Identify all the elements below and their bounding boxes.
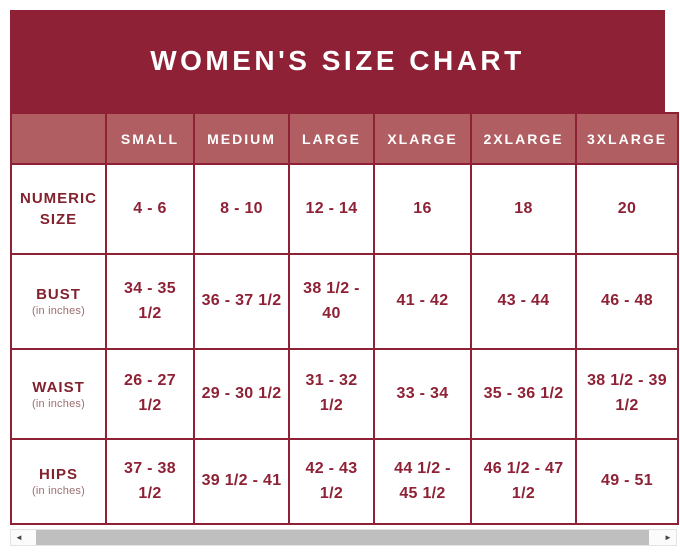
- table-row-waist: WAIST (in inches) 26 - 27 1/2 29 - 30 1/…: [10, 348, 679, 440]
- cell-hips-xlarge: 44 1/2 - 45 1/2: [373, 438, 472, 525]
- cell-numeric-xlarge: 16: [373, 163, 472, 255]
- scroll-left-button[interactable]: ◄: [11, 530, 27, 545]
- cell-waist-large: 31 - 32 1/2: [288, 348, 375, 440]
- cell-waist-xlarge: 33 - 34: [373, 348, 472, 440]
- cell-waist-3xlarge: 38 1/2 - 39 1/2: [575, 348, 679, 440]
- cell-waist-small: 26 - 27 1/2: [105, 348, 195, 440]
- cell-numeric-small: 4 - 6: [105, 163, 195, 255]
- row-header-hips: HIPS (in inches): [10, 438, 107, 525]
- row-header-waist: WAIST (in inches): [10, 348, 107, 440]
- title-band: WOMEN'S SIZE CHART: [10, 10, 665, 112]
- cell-bust-xlarge: 41 - 42: [373, 253, 472, 350]
- table-row-bust: BUST (in inches) 34 - 35 1/2 36 - 37 1/2…: [10, 253, 679, 350]
- column-header-2xlarge: 2XLARGE: [470, 112, 577, 165]
- row-header-numeric-size: NUMERIC SIZE: [10, 163, 107, 255]
- row-label: BUST: [36, 286, 81, 304]
- row-label: WAIST: [32, 378, 85, 396]
- row-sublabel: (in inches): [32, 305, 85, 318]
- cell-waist-medium: 29 - 30 1/2: [193, 348, 290, 440]
- row-label: NUMERIC SIZE: [20, 190, 97, 228]
- cell-waist-2xlarge: 35 - 36 1/2: [470, 348, 577, 440]
- scroll-right-icon: ►: [664, 532, 672, 542]
- cell-bust-small: 34 - 35 1/2: [105, 253, 195, 350]
- column-header-row: SMALL MEDIUM LARGE XLARGE 2XLARGE 3XLARG…: [10, 112, 679, 165]
- scroll-right-button[interactable]: ►: [660, 530, 676, 545]
- size-chart-panel: WOMEN'S SIZE CHART SMALL MEDIUM LARGE XL…: [10, 10, 679, 546]
- cell-numeric-3xlarge: 20: [575, 163, 679, 255]
- row-sublabel: (in inches): [32, 397, 85, 410]
- table-row-numeric-size: NUMERIC SIZE 4 - 6 8 - 10 12 - 14 16 18 …: [10, 163, 679, 255]
- cell-hips-2xlarge: 46 1/2 - 47 1/2: [470, 438, 577, 525]
- size-table: SMALL MEDIUM LARGE XLARGE 2XLARGE 3XLARG…: [10, 112, 679, 525]
- cell-bust-2xlarge: 43 - 44: [470, 253, 577, 350]
- cell-hips-medium: 39 1/2 - 41: [193, 438, 290, 525]
- scroll-left-icon: ◄: [15, 532, 23, 542]
- cell-numeric-2xlarge: 18: [470, 163, 577, 255]
- cell-hips-3xlarge: 49 - 51: [575, 438, 679, 525]
- cell-hips-large: 42 - 43 1/2: [288, 438, 375, 525]
- page-title: WOMEN'S SIZE CHART: [150, 45, 525, 76]
- column-header-medium: MEDIUM: [193, 112, 290, 165]
- scrollbar-thumb[interactable]: [36, 530, 649, 545]
- column-header-small: SMALL: [105, 112, 195, 165]
- cell-numeric-medium: 8 - 10: [193, 163, 290, 255]
- corner-cell: [10, 112, 107, 165]
- cell-numeric-large: 12 - 14: [288, 163, 375, 255]
- cell-bust-large: 38 1/2 - 40: [288, 253, 375, 350]
- table-row-hips: HIPS (in inches) 37 - 38 1/2 39 1/2 - 41…: [10, 438, 679, 525]
- row-label: HIPS: [38, 466, 78, 484]
- column-header-3xlarge: 3XLARGE: [575, 112, 679, 165]
- row-sublabel: (in inches): [32, 485, 85, 498]
- column-header-large: LARGE: [288, 112, 375, 165]
- horizontal-scrollbar[interactable]: ◄ ►: [10, 529, 677, 546]
- cell-bust-3xlarge: 46 - 48: [575, 253, 679, 350]
- cell-hips-small: 37 - 38 1/2: [105, 438, 195, 525]
- column-header-xlarge: XLARGE: [373, 112, 472, 165]
- cell-bust-medium: 36 - 37 1/2: [193, 253, 290, 350]
- row-header-bust: BUST (in inches): [10, 253, 107, 350]
